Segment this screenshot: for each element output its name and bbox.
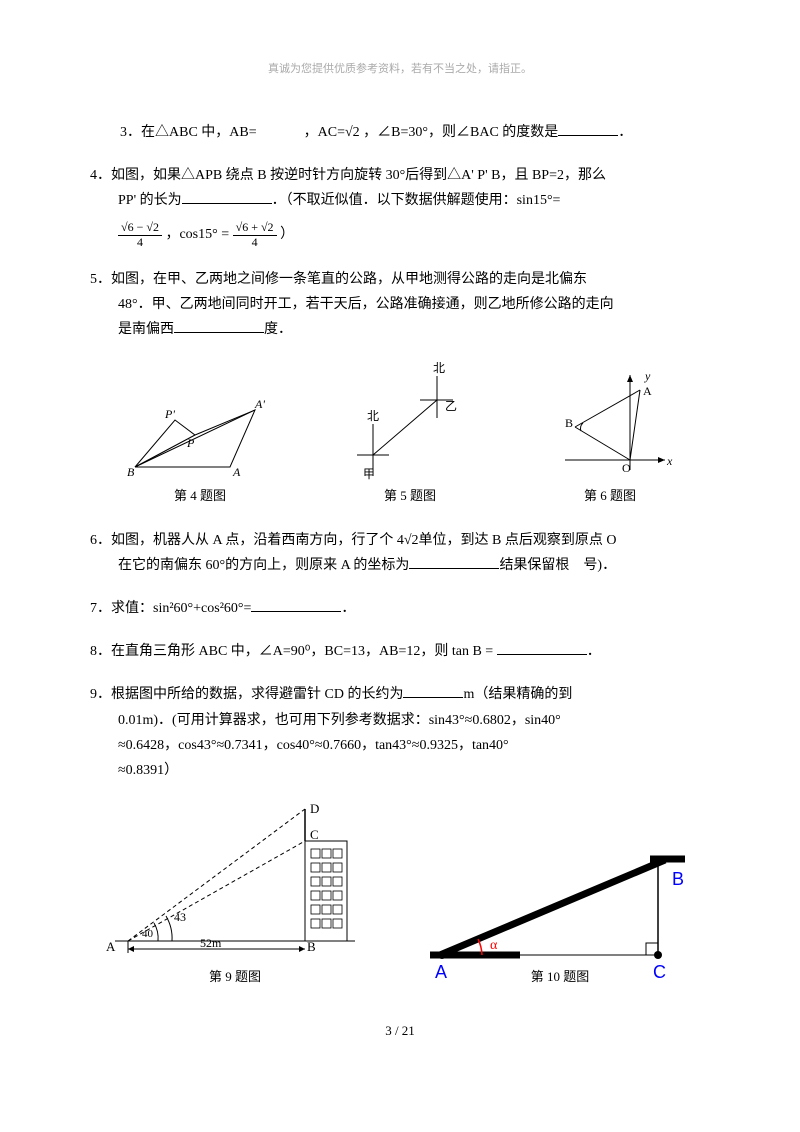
q5-l1: 5．如图，在甲、乙两地之间修一条笔直的公路，从甲地测得公路的走向是北偏东 xyxy=(90,267,710,292)
fig5-svg: 北 乙 北 甲 xyxy=(345,360,475,480)
q9-l4: ≈0.8391） xyxy=(118,758,710,783)
q4-mid: ，cos15° = xyxy=(165,227,229,242)
svg-text:B: B xyxy=(307,939,316,954)
svg-text:A': A' xyxy=(254,397,265,411)
q5-l2: 48°．甲、乙两地间同时开工，若干天后，公路准确接通，则乙地所修公路的走向 xyxy=(118,292,710,317)
frac-den: 4 xyxy=(233,236,277,249)
q8-a: 8．在直角三角形 ABC 中，∠A= xyxy=(90,644,291,659)
svg-text:A: A xyxy=(643,384,652,398)
svg-text:x: x xyxy=(666,454,673,468)
figure-5: 北 乙 北 甲 第 5 题图 xyxy=(345,360,475,507)
q8-exp: 90⁰ xyxy=(291,644,311,659)
question-8: 8．在直角三角形 ABC 中，∠A=90⁰，BC=13，AB=12，则 tan … xyxy=(90,639,710,664)
q6-l1b: 单位，到达 B 点后观察到原点 O xyxy=(419,533,617,548)
figure-6: y x O A B 第 6 题图 xyxy=(545,365,675,507)
fig4-svg: P' P A' A B xyxy=(125,380,275,480)
q4-blank xyxy=(182,190,272,204)
svg-text:D: D xyxy=(310,801,319,816)
svg-text:y: y xyxy=(644,369,651,383)
q4-l2b: ．（不取近似值．以下数据供解题使用：sin15°= xyxy=(272,193,561,208)
fig6-svg: y x O A B xyxy=(545,365,675,480)
svg-text:A: A xyxy=(435,962,447,982)
svg-text:B: B xyxy=(672,869,684,889)
figures-row-1: P' P A' A B 第 4 题图 北 乙 北 甲 第 5 题图 xyxy=(90,360,710,507)
q9-l2: 0.01m)．(可用计算器求，也可用下列参考数据求：sin43°≈0.6802，… xyxy=(118,708,710,733)
frac-num: √6 + √2 xyxy=(233,221,277,235)
svg-text:C: C xyxy=(653,962,666,982)
fig5-caption: 第 5 题图 xyxy=(384,484,436,507)
svg-text:52m: 52m xyxy=(200,936,222,950)
figure-10: α A B C 第 10 题图 xyxy=(420,845,700,988)
svg-text:北: 北 xyxy=(367,409,379,423)
figure-4: P' P A' A B 第 4 题图 xyxy=(125,380,275,507)
q7-blank xyxy=(251,598,341,612)
fig4-caption: 第 4 题图 xyxy=(174,484,226,507)
fig10-svg: α A B C xyxy=(420,845,700,985)
q4-frac1: √6 − √2 4 xyxy=(118,221,162,248)
question-7: 7．求值：sin²60°+cos²60°= ． xyxy=(90,596,710,621)
q3-text3: ，∠B=30°，则∠BAC 的度数是 xyxy=(363,125,558,140)
q8-blank xyxy=(497,641,587,655)
q7-a: 7．求值：sin²60°+cos²60°= xyxy=(90,601,251,616)
svg-text:乙: 乙 xyxy=(445,399,457,413)
q8-c: ． xyxy=(587,644,601,659)
q3-end: ． xyxy=(618,125,632,140)
sqrt2: √2 xyxy=(345,125,360,140)
svg-text:43: 43 xyxy=(174,910,186,924)
q9-l3: ≈0.6428，cos43°≈0.7341，cos40°≈0.7660，tan4… xyxy=(118,733,710,758)
svg-text:40: 40 xyxy=(142,928,154,940)
fig6-caption: 第 6 题图 xyxy=(584,484,636,507)
svg-text:P: P xyxy=(186,436,195,450)
svg-text:O: O xyxy=(622,461,631,475)
question-4: 4．如图，如果△APB 绕点 B 按逆时针方向旋转 30°后得到△A' P' B… xyxy=(90,163,710,249)
svg-text:北: 北 xyxy=(433,361,445,375)
q7-b: ． xyxy=(341,601,355,616)
figure-9: 43 40 A B C D 52m 第 9 题图 xyxy=(100,801,370,988)
q5-l3a: 是南偏西 xyxy=(118,322,174,337)
page-number: 3 / 21 xyxy=(90,1019,710,1042)
svg-text:A: A xyxy=(106,939,116,954)
question-9: 9．根据图中所给的数据，求得避雷针 CD 的长约为 m（结果精确的到 0.01m)… xyxy=(90,682,710,783)
svg-text:P': P' xyxy=(164,407,175,421)
question-3: 3．在△ABC 中，AB= ，AC=√2 ，∠B=30°，则∠BAC 的度数是 ． xyxy=(120,120,710,145)
frac-num: √6 − √2 xyxy=(118,221,162,235)
q6-l1a: 6．如图，机器人从 A 点，沿着西南方向，行了个 4 xyxy=(90,533,404,548)
q5-l3b: 度． xyxy=(264,322,292,337)
q3-text2: ，AC= xyxy=(304,125,345,140)
fig10-caption: 第 10 题图 xyxy=(531,965,590,988)
q4-frac2: √6 + √2 4 xyxy=(233,221,277,248)
q3-blank xyxy=(558,122,618,136)
svg-text:C: C xyxy=(310,827,319,842)
q9-l1a: 9．根据图中所给的数据，求得避雷针 CD 的长约为 xyxy=(90,687,403,702)
q8-tan: tan B = xyxy=(452,644,493,659)
q4-l2a: PP' 的长为 xyxy=(118,193,182,208)
svg-text:A: A xyxy=(232,465,241,479)
q4-line1: 4．如图，如果△APB 绕点 B 按逆时针方向旋转 30°后得到△A' P' B… xyxy=(90,163,710,188)
frac-den: 4 xyxy=(118,236,162,249)
svg-text:α: α xyxy=(490,938,498,953)
q8-b: ，BC=13，AB=12，则 xyxy=(310,644,448,659)
fig9-svg: 43 40 A B C D 52m xyxy=(100,801,370,961)
question-5: 5．如图，在甲、乙两地之间修一条笔直的公路，从甲地测得公路的走向是北偏东 48°… xyxy=(90,267,710,343)
q6-l2b: 结果保留根 号)． xyxy=(499,558,616,573)
svg-text:B: B xyxy=(127,465,135,479)
header-note: 真诚为您提供优质参考资料，若有不当之处，请指正。 xyxy=(90,60,710,80)
q4-end: ） xyxy=(280,227,294,242)
q5-blank xyxy=(174,319,264,333)
q6-blank xyxy=(409,555,499,569)
figures-row-2: 43 40 A B C D 52m 第 9 题图 xyxy=(90,801,710,988)
svg-text:甲: 甲 xyxy=(363,467,375,480)
q6-sqrt: √2 xyxy=(404,533,419,548)
question-6: 6．如图，机器人从 A 点，沿着西南方向，行了个 4√2单位，到达 B 点后观察… xyxy=(90,528,710,578)
q3-text: 3．在△ABC 中，AB= xyxy=(120,125,257,140)
fig9-caption: 第 9 题图 xyxy=(209,965,261,988)
q9-l1b: m（结果精确的到 xyxy=(463,687,572,702)
q9-blank xyxy=(403,684,463,698)
q6-l2a: 在它的南偏东 60°的方向上，则原来 A 的坐标为 xyxy=(118,558,409,573)
svg-text:B: B xyxy=(565,416,573,430)
